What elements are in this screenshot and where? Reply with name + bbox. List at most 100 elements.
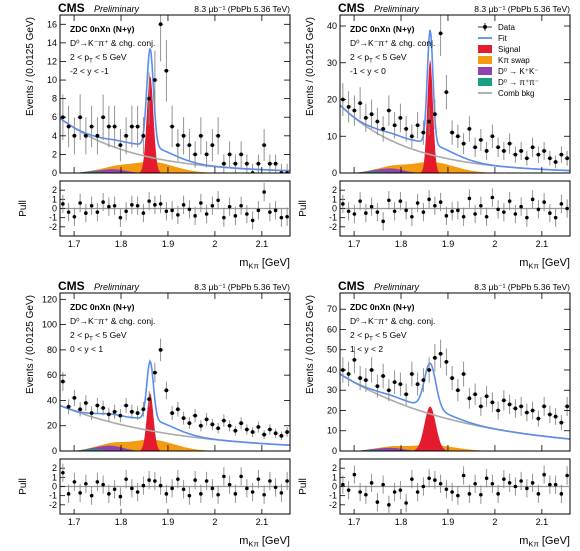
x-axis-title-rest: [GeV]	[539, 257, 570, 269]
rapidity-label: 0 < y < 1	[70, 344, 103, 354]
pull-point	[239, 203, 243, 208]
cms-label: CMS	[58, 1, 85, 15]
x-tick-label: 1.9	[162, 239, 175, 249]
kk-area	[340, 447, 570, 451]
data-point	[450, 130, 455, 135]
pull-point	[525, 215, 529, 220]
pull-y-tick-label: 2	[332, 463, 337, 473]
pull-point	[164, 209, 169, 214]
y-axis-title: Events / (0.0125 GeV)	[25, 17, 36, 116]
pull-point	[392, 490, 397, 494]
legend-marker	[478, 56, 492, 64]
x-tick-label: 1.9	[162, 517, 175, 527]
pull-point	[548, 482, 552, 487]
x-tick-label: 1.8	[115, 239, 128, 249]
data-point	[227, 152, 232, 157]
pull-y-tick-label: -1	[329, 491, 337, 501]
data-point	[147, 397, 152, 402]
decay-label: D⁰→K⁻π⁺ & chg. conj.	[70, 316, 155, 326]
x-tick-label: 1.9	[442, 517, 455, 527]
data-point	[164, 68, 169, 73]
pt-cut-label: 2 < pT < 5 GeV	[70, 52, 127, 65]
pull-point	[427, 476, 431, 481]
pull-y-tick-label: -1	[49, 491, 57, 501]
data-point	[358, 101, 363, 106]
y-tick-label: 0	[52, 168, 57, 178]
pull-point	[176, 213, 180, 217]
data-point	[141, 133, 146, 138]
y-tick-label: 8	[52, 94, 57, 104]
pull-point	[484, 214, 489, 219]
legend-label: Fit	[498, 34, 508, 43]
x-tick-label: 1.7	[68, 517, 81, 527]
pull-point	[410, 214, 414, 219]
pull-point	[130, 203, 134, 207]
x-axis-title-rest: [GeV]	[259, 535, 290, 547]
data-point	[432, 112, 437, 117]
pull-point	[95, 210, 100, 214]
pull-point	[245, 212, 249, 216]
data-point	[553, 414, 558, 419]
data-point	[565, 404, 570, 409]
pull-point	[204, 479, 209, 483]
pull-point	[461, 473, 466, 478]
pull-point	[519, 479, 523, 483]
data-point	[455, 134, 460, 139]
cms-label: CMS	[338, 279, 365, 293]
data-point	[375, 119, 380, 124]
pull-point	[176, 477, 180, 481]
pull-point	[513, 484, 518, 489]
data-point	[221, 161, 226, 166]
pull-point	[542, 472, 546, 477]
pull-point	[107, 204, 111, 209]
data-point	[358, 376, 363, 380]
pull-point	[484, 476, 489, 481]
pull-point	[164, 492, 169, 496]
pull-point	[536, 492, 541, 496]
pull-point	[193, 478, 197, 482]
cms-label: CMS	[338, 1, 365, 15]
data-point	[187, 421, 192, 426]
pull-point	[101, 482, 105, 487]
pt-cut-label-sub: T	[89, 337, 93, 343]
pull-point	[346, 209, 351, 214]
data-point	[95, 403, 100, 408]
pull-point	[473, 481, 477, 486]
pull-point	[410, 477, 414, 481]
data-point	[78, 115, 83, 120]
x-axis-title: mKπ [GeV]	[519, 535, 570, 549]
pull-point	[216, 492, 220, 497]
data-point	[478, 404, 483, 409]
data-point	[501, 398, 506, 403]
pull-point	[170, 486, 174, 491]
data-point	[170, 411, 175, 415]
data-point	[227, 423, 232, 428]
kk-area	[60, 169, 290, 173]
pull-axis-title: Pull	[18, 200, 29, 217]
pull-point	[84, 211, 88, 215]
pull-point	[78, 491, 82, 495]
data-point	[198, 133, 203, 138]
data-point	[210, 422, 215, 427]
data-point	[427, 368, 432, 372]
pull-point	[153, 203, 157, 207]
pull-point	[239, 474, 243, 479]
y-tick-label: 100	[42, 320, 57, 330]
pull-point	[158, 202, 163, 206]
pull-point	[112, 203, 117, 208]
pull-point	[199, 201, 203, 205]
data-point	[565, 156, 570, 161]
y-tick-label: 0	[52, 446, 57, 456]
data-point	[352, 357, 357, 362]
pull-axis-title: Pull	[298, 200, 309, 217]
plot-area	[60, 338, 290, 451]
legend-marker	[478, 67, 492, 75]
rapidity-label: -1 < y < 0	[350, 66, 386, 76]
pull-point	[158, 483, 163, 488]
x-tick-label: 2.1	[256, 517, 269, 527]
data-point	[524, 156, 529, 161]
data-point	[346, 104, 351, 109]
data-point	[507, 402, 512, 407]
pull-point	[233, 214, 238, 218]
pull-point	[438, 200, 443, 204]
